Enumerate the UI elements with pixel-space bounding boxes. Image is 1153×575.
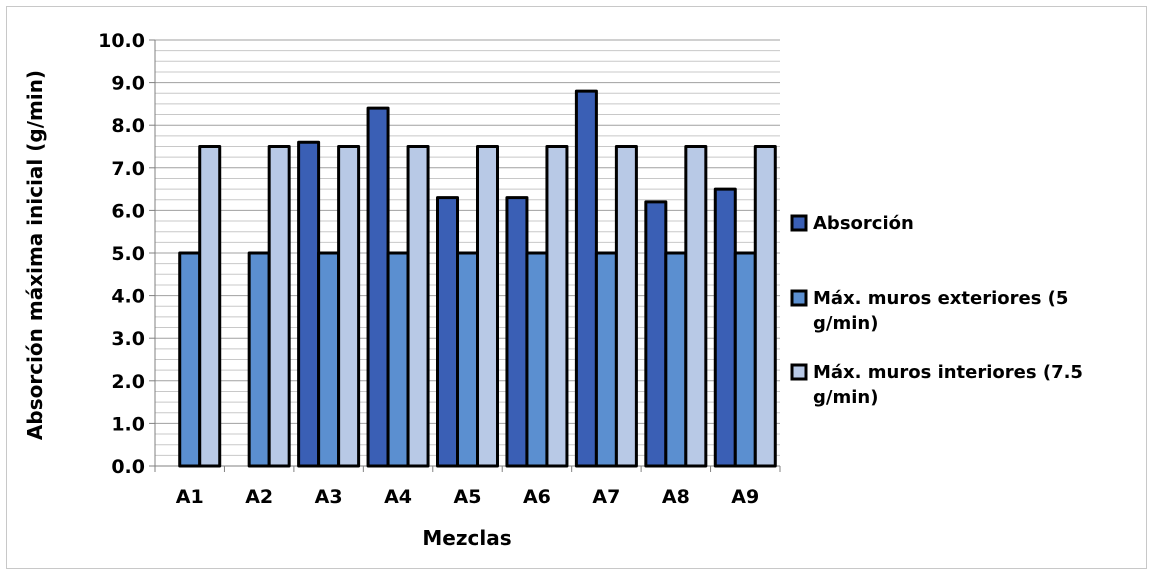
y-tick-label: 5.0 <box>111 243 145 265</box>
bar-a6-series-3 <box>545 145 569 468</box>
y-axis-title: Absorción máxima inicial (g/min) <box>23 70 47 440</box>
y-tick-label: 1.0 <box>111 413 145 435</box>
y-tick-label: 7.0 <box>111 158 145 180</box>
bar-a7-series-2 <box>594 251 618 468</box>
bar-a4-series-2 <box>386 251 410 468</box>
bar-a7-series-1 <box>574 89 598 468</box>
y-tick-labels: 0.0 1.0 2.0 3.0 4.0 5.0 6.0 7.0 8.0 9.0 10.0 <box>98 30 145 478</box>
bar-a8-series-2 <box>664 251 688 468</box>
x-tick-label: A8 <box>662 486 690 508</box>
y-tick-label: 2.0 <box>111 371 145 393</box>
bar-a3-series-2 <box>317 251 341 468</box>
x-tick-label: A5 <box>454 486 482 508</box>
legend-label-series-1: Absorción <box>813 213 914 234</box>
bar-a1-series-2 <box>178 251 202 468</box>
bar-a2-series-2 <box>247 251 271 468</box>
x-tick-label: A9 <box>731 486 759 508</box>
x-tick-label: A2 <box>245 486 273 508</box>
x-axis-title: Mezclas <box>422 526 511 550</box>
y-tick-label: 10.0 <box>98 30 145 52</box>
legend-label-series-3: g/min) <box>813 387 878 408</box>
bar-a9-series-2 <box>733 251 757 468</box>
bar-a8-series-1 <box>644 200 668 468</box>
bar-a8-series-3 <box>684 145 708 468</box>
legend-swatch-series-2 <box>790 289 808 307</box>
bar-a1-series-3 <box>198 145 222 468</box>
x-tick-labels: A1 A2 A3 A4 A5 A6 A7 A8 A9 <box>176 486 759 508</box>
y-tick-label: 8.0 <box>111 115 145 137</box>
x-tick-label: A3 <box>315 486 343 508</box>
legend-swatch-series-1 <box>790 214 808 232</box>
legend-label-series-3: Máx. muros interiores (7.5 <box>813 362 1083 383</box>
x-tick-label: A7 <box>592 486 620 508</box>
bar-a3-series-1 <box>297 140 321 468</box>
legend-swatch-series-3 <box>790 363 808 381</box>
legend: Absorción Máx. muros exteriores (5 g/min) M… <box>790 213 1083 408</box>
bar-a5-series-1 <box>436 196 459 468</box>
y-tick-label: 4.0 <box>111 286 145 308</box>
x-tick-label: A6 <box>523 486 551 508</box>
y-tick-label: 0.0 <box>111 456 145 478</box>
bar-a9-series-1 <box>713 187 737 468</box>
y-tick-label: 9.0 <box>111 73 145 95</box>
bar-a7-series-3 <box>614 145 638 468</box>
bar-a6-series-2 <box>525 251 549 468</box>
bar-a9-series-3 <box>753 145 777 468</box>
y-tick-label: 3.0 <box>111 328 145 350</box>
bar-a2-series-3 <box>267 145 291 468</box>
bar-a4-series-1 <box>366 106 390 468</box>
x-tick-label: A4 <box>384 486 412 508</box>
bar-a6-series-1 <box>505 196 529 468</box>
legend-label-series-2: g/min) <box>813 313 878 334</box>
bar-a5-series-2 <box>456 251 479 468</box>
bar-a4-series-3 <box>406 145 430 468</box>
x-tick-label: A1 <box>176 486 204 508</box>
legend-label-series-2: Máx. muros exteriores (5 <box>813 288 1068 309</box>
bar-a5-series-3 <box>476 145 499 468</box>
bar-a3-series-3 <box>337 145 361 468</box>
bars <box>178 89 777 468</box>
y-tick-label: 6.0 <box>111 200 145 222</box>
